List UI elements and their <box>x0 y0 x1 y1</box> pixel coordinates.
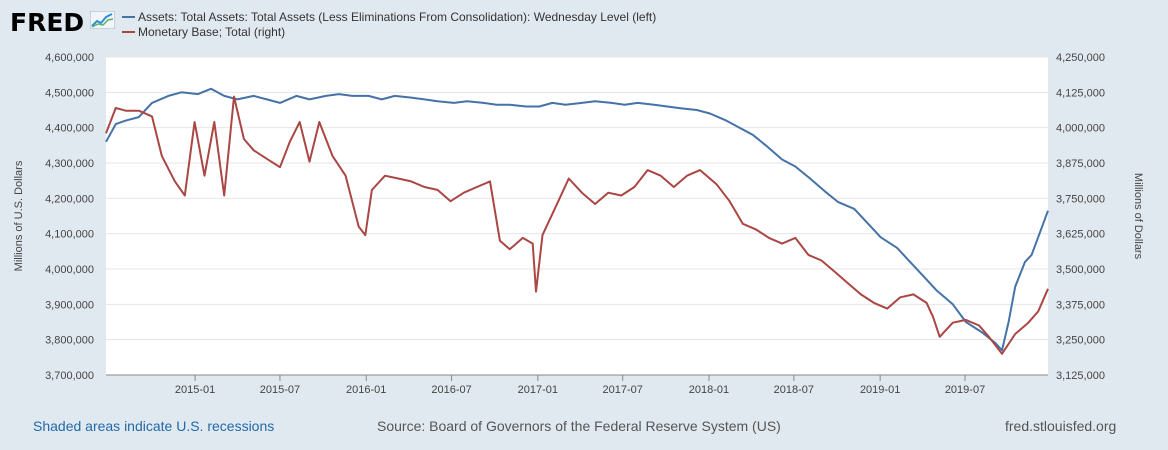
right-axis-ticks: 3,125,000 3,250,000 3,375,000 3,500,000 3,62… <box>1056 52 1105 382</box>
left-tick-label: 3,900,000 <box>45 299 94 311</box>
x-tick-label: 2019-07 <box>945 384 985 396</box>
right-axis-label: Millions of Dollars <box>1132 173 1144 260</box>
right-tick-label: 4,125,000 <box>1056 87 1105 99</box>
x-tick-label: 2015-01 <box>175 384 215 396</box>
left-axis-label: Millions of U.S. Dollars <box>13 160 25 271</box>
left-tick-label: 4,000,000 <box>45 264 94 276</box>
series-line-monetary-base <box>105 95 1049 355</box>
x-tick-label: 2019-01 <box>860 384 900 396</box>
fred-logo[interactable]: FRED <box>10 8 85 37</box>
left-tick-label: 4,500,000 <box>45 87 94 99</box>
legend-swatch-monetary-base <box>122 30 135 33</box>
right-tick-label: 3,875,000 <box>1056 158 1105 170</box>
left-tick-label: 4,200,000 <box>45 193 94 205</box>
right-tick-label: 3,125,000 <box>1056 370 1105 382</box>
right-tick-label: 4,250,000 <box>1056 52 1105 64</box>
x-tick-label: 2018-07 <box>774 384 814 396</box>
left-tick-label: 3,700,000 <box>45 370 94 382</box>
x-tick-label: 2017-07 <box>603 384 643 396</box>
legend-item-assets[interactable]: Assets: Total Assets: Total Assets (Less… <box>122 10 656 25</box>
x-tick-label: 2018-01 <box>689 384 729 396</box>
left-tick-label: 3,800,000 <box>45 335 94 347</box>
right-tick-label: 3,250,000 <box>1056 335 1105 347</box>
legend-label-assets: Assets: Total Assets: Total Assets (Less… <box>138 10 657 24</box>
left-tick-label: 4,400,000 <box>45 123 94 135</box>
recession-note-link[interactable]: Shaded areas indicate U.S. recessions <box>33 418 275 434</box>
right-tick-label: 3,625,000 <box>1056 229 1105 241</box>
left-axis-ticks: 3,700,000 3,800,000 3,900,000 4,000,000 4,10… <box>45 52 94 382</box>
series-lines <box>105 87 1049 355</box>
site-link[interactable]: fred.stlouisfed.org <box>1005 418 1117 434</box>
right-tick-label: 3,500,000 <box>1056 264 1105 276</box>
legend: Assets: Total Assets: Total Assets (Less… <box>122 10 656 40</box>
left-tick-label: 4,300,000 <box>45 158 94 170</box>
legend-label-monetary-base: Monetary Base; Total (right) <box>138 25 286 39</box>
left-tick-label: 4,100,000 <box>45 229 94 241</box>
x-tick-label: 2017-01 <box>518 384 558 396</box>
right-tick-label: 4,000,000 <box>1056 123 1105 135</box>
legend-swatch-assets <box>122 15 135 18</box>
chart-logo-icon <box>90 11 115 29</box>
right-tick-label: 3,750,000 <box>1056 193 1105 205</box>
x-tick-label: 2016-07 <box>431 384 471 396</box>
source-note: Source: Board of Governors of the Federa… <box>377 418 781 434</box>
x-axis-ticks: 2015-01 2015-07 2016-01 2016-07 2017-01 2017-… <box>106 374 1048 396</box>
right-tick-label: 3,375,000 <box>1056 299 1105 311</box>
plot-area <box>106 57 1048 375</box>
x-tick-label: 2015-07 <box>260 384 300 396</box>
series-line-assets <box>105 87 1049 352</box>
legend-item-monetary-base[interactable]: Monetary Base; Total (right) <box>122 25 656 40</box>
x-tick-label: 2016-01 <box>346 384 386 396</box>
left-tick-label: 4,600,000 <box>45 52 94 64</box>
